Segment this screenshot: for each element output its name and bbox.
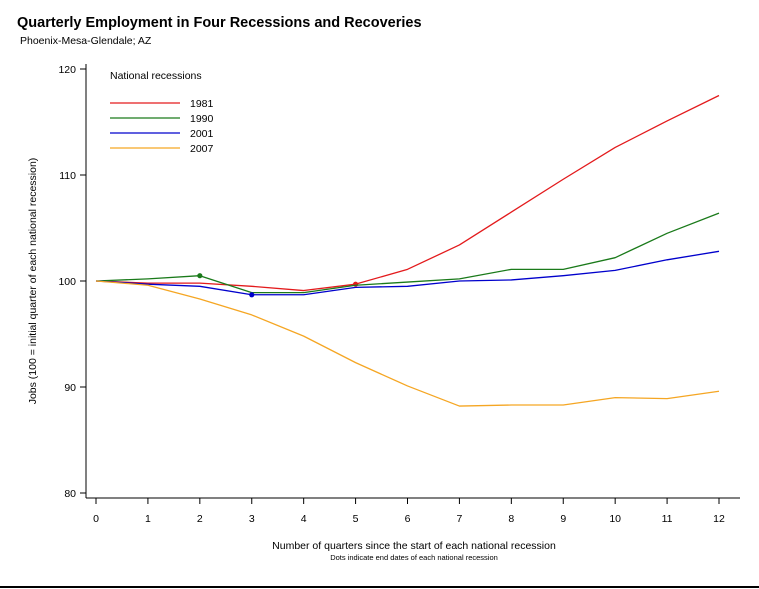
series-line-1990 [95,212,720,294]
y-tick-label: 80 [64,488,76,500]
legend-label-2001: 2001 [190,128,214,140]
recession-end-dot-1990 [197,273,203,279]
chart-title: Quarterly Employment in Four Recessions … [17,15,422,31]
legend-title: National recessions [110,70,202,82]
chart-subtitle: Phoenix-Mesa-Glendale; AZ [20,35,152,47]
y-tick-label: 120 [58,64,76,76]
x-tick-label: 11 [662,513,673,525]
chart-note: Dots indicate end dates of each national… [330,553,498,562]
series-lines [95,94,720,407]
x-tick-label: 3 [249,513,255,525]
legend-label-1990: 1990 [190,113,214,125]
x-tick-label: 7 [456,513,462,525]
recession-end-dot-2001 [249,292,255,298]
y-tick-label: 90 [64,382,76,394]
x-axis-label: Number of quarters since the start of ea… [272,540,556,552]
y-tick-label: 110 [59,170,76,182]
x-tick-label: 12 [713,513,725,525]
y-axis-label: Jobs (100 = initial quarter of each nati… [27,158,39,405]
x-tick-label: 10 [609,513,621,525]
x-tick-label: 5 [353,513,359,525]
x-tick-label: 9 [560,513,566,525]
series-line-2001 [95,250,720,296]
x-tick-label: 1 [145,513,151,525]
series-line-2007 [95,280,720,407]
bottom-rule [0,586,759,588]
x-tick-label: 8 [508,513,514,525]
legend-label-2007: 2007 [190,143,214,155]
x-tick-label: 0 [93,513,99,525]
x-tick-label: 2 [197,513,203,525]
x-tick-label: 4 [301,513,307,525]
legend-label-1981: 1981 [190,98,214,110]
y-tick-label: 100 [58,276,76,288]
series-line-1981 [95,94,720,292]
x-tick-label: 6 [405,513,411,525]
legend: National recessions 1981 1990 2001 2007 [110,70,214,155]
